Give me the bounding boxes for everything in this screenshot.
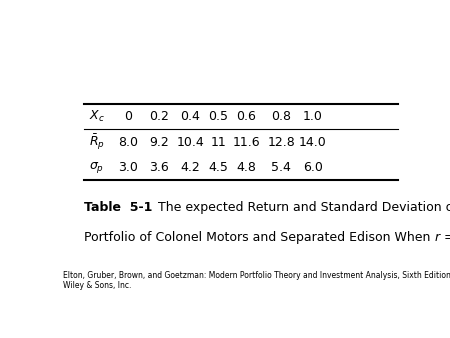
Text: 5.4: 5.4 [271,161,291,174]
Text: $\sigma_p$: $\sigma_p$ [90,160,104,175]
Text: 14.0: 14.0 [299,136,326,149]
Text: 4.2: 4.2 [180,161,200,174]
Text: 8.0: 8.0 [118,136,138,149]
Text: 3.0: 3.0 [118,161,138,174]
Text: 11.6: 11.6 [233,136,260,149]
Text: $X_c$: $X_c$ [90,110,105,124]
Text: 10.4: 10.4 [177,136,204,149]
Text: = +1: = +1 [440,231,450,244]
Text: 0.5: 0.5 [208,111,229,123]
Text: 6.0: 6.0 [303,161,323,174]
Text: Portfolio of Colonel Motors and Separated Edison When: Portfolio of Colonel Motors and Separate… [84,231,435,244]
Text: 0.2: 0.2 [149,111,169,123]
Text: 3.6: 3.6 [149,161,169,174]
Text: 11: 11 [211,136,226,149]
Text: The expected Return and Standard Deviation of a: The expected Return and Standard Deviati… [153,201,450,214]
Text: r: r [435,231,440,244]
Text: 0: 0 [124,111,132,123]
Text: 9.2: 9.2 [149,136,169,149]
Text: 4.5: 4.5 [208,161,228,174]
Text: 4.8: 4.8 [236,161,256,174]
Text: 12.8: 12.8 [267,136,295,149]
Text: $\bar{R}_p$: $\bar{R}_p$ [90,132,105,152]
Text: Table  5-1: Table 5-1 [84,201,153,214]
Text: 1.0: 1.0 [303,111,323,123]
Text: 0.6: 0.6 [236,111,256,123]
Text: 0.4: 0.4 [180,111,200,123]
Text: Elton, Gruber, Brown, and Goetzman: Modern Portfolio Theory and Investment Analy: Elton, Gruber, Brown, and Goetzman: Mode… [63,271,450,290]
Text: 0.8: 0.8 [271,111,291,123]
